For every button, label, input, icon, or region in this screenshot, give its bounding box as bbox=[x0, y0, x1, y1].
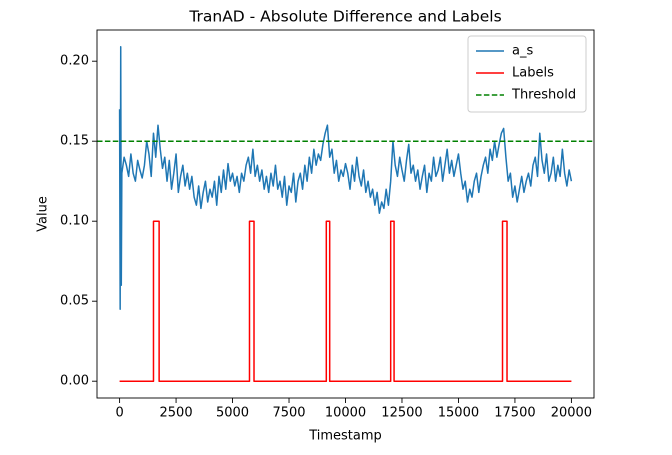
y-axis-label: Value bbox=[36, 196, 51, 232]
y-tick-label: 0.05 bbox=[60, 294, 89, 309]
x-tick-label: 7500 bbox=[272, 406, 305, 421]
x-tick-label: 2500 bbox=[160, 406, 193, 421]
x-axis-label: Timestamp bbox=[308, 429, 382, 444]
plot-area bbox=[97, 46, 594, 382]
x-tick-label: 10000 bbox=[325, 406, 366, 421]
y-tick-label: 0.00 bbox=[60, 374, 89, 389]
axes-frame bbox=[96, 29, 595, 399]
y-tick-label: 0.15 bbox=[60, 134, 89, 149]
series-line bbox=[119, 220, 572, 382]
x-tick-label: 0 bbox=[115, 406, 123, 421]
x-tick-label: 15000 bbox=[438, 406, 479, 421]
y-tick-label: 0.20 bbox=[60, 54, 89, 69]
x-tick-label: 5000 bbox=[216, 406, 249, 421]
chart-title: TranAD - Absolute Difference and Labels bbox=[188, 8, 501, 26]
legend-label: Labels bbox=[512, 66, 554, 81]
legend-label: a_s bbox=[512, 44, 533, 59]
series-line bbox=[118, 46, 573, 310]
x-tick-label: 12500 bbox=[381, 406, 422, 421]
legend-box bbox=[467, 35, 587, 113]
x-tick-label: 20000 bbox=[551, 406, 592, 421]
legend-label: Threshold bbox=[511, 88, 576, 103]
y-tick-label: 0.10 bbox=[60, 214, 89, 229]
x-tick-label: 17500 bbox=[494, 406, 535, 421]
